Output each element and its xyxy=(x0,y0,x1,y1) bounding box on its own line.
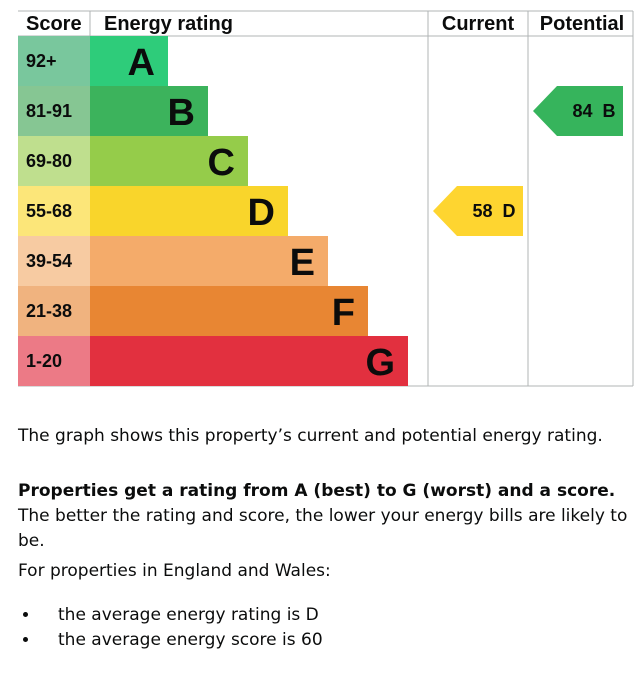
score-cell-d xyxy=(18,186,90,236)
score-range-g: 1-20 xyxy=(26,351,62,371)
current-rating-label: 58 D xyxy=(472,201,515,221)
rating-bar-c xyxy=(90,136,248,186)
rating-bar-e xyxy=(90,236,328,286)
score-cell-a xyxy=(18,36,90,86)
score-cell-f xyxy=(18,286,90,336)
average-score-item: the average energy score is 60 xyxy=(40,628,323,653)
header-current: Current xyxy=(442,13,515,35)
chart-headers: Score Energy rating Current Potential xyxy=(26,13,624,35)
rating-letter-a: A xyxy=(128,42,155,84)
header-energy-rating: Energy rating xyxy=(104,13,233,35)
average-rating-item: the average energy rating is D xyxy=(40,603,323,628)
graph-description: The graph shows this property’s current … xyxy=(18,426,603,446)
potential-rating-arrow xyxy=(533,86,623,136)
average-list: the average energy rating is D the avera… xyxy=(18,603,323,653)
current-rating-arrow xyxy=(433,186,523,236)
rating-bands: 92+ A 81-91 B 69-80 C 55-68 D 39-54 E 21-38 F 1-20 G xyxy=(18,36,408,386)
score-range-b: 81-91 xyxy=(26,101,72,121)
score-cell-g xyxy=(18,336,90,386)
rating-letter-c: C xyxy=(208,142,235,184)
rating-letter-b: B xyxy=(168,92,195,134)
score-cell-e xyxy=(18,236,90,286)
rating-bar-a xyxy=(90,36,168,86)
rating-explanation-rest: The better the rating and score, the low… xyxy=(18,506,628,551)
rating-bar-b xyxy=(90,86,208,136)
score-range-c: 69-80 xyxy=(26,151,72,171)
score-range-d: 55-68 xyxy=(26,201,72,221)
score-cell-b xyxy=(18,86,90,136)
rating-letter-d: D xyxy=(248,192,275,234)
header-score: Score xyxy=(26,13,82,35)
epc-chart: Score Energy rating Current Potential 92… xyxy=(18,10,634,387)
rating-letter-g: G xyxy=(365,342,395,384)
potential-rating-label: 84 B xyxy=(572,101,615,121)
header-potential: Potential xyxy=(540,13,624,35)
region-note: For properties in England and Wales: xyxy=(18,561,331,581)
rating-markers: 58 D 84 B xyxy=(433,86,623,236)
rating-bar-f xyxy=(90,286,368,336)
score-range-f: 21-38 xyxy=(26,301,72,321)
rating-bar-g xyxy=(90,336,408,386)
rating-explanation: Properties get a rating from A (best) to… xyxy=(18,479,633,554)
score-range-a: 92+ xyxy=(26,51,57,71)
rating-explanation-strong: Properties get a rating from A (best) to… xyxy=(18,481,616,501)
score-cell-c xyxy=(18,136,90,186)
rating-letter-e: E xyxy=(290,242,315,284)
rating-letter-f: F xyxy=(332,292,355,334)
score-range-e: 39-54 xyxy=(26,251,72,271)
rating-bar-d xyxy=(90,186,288,236)
